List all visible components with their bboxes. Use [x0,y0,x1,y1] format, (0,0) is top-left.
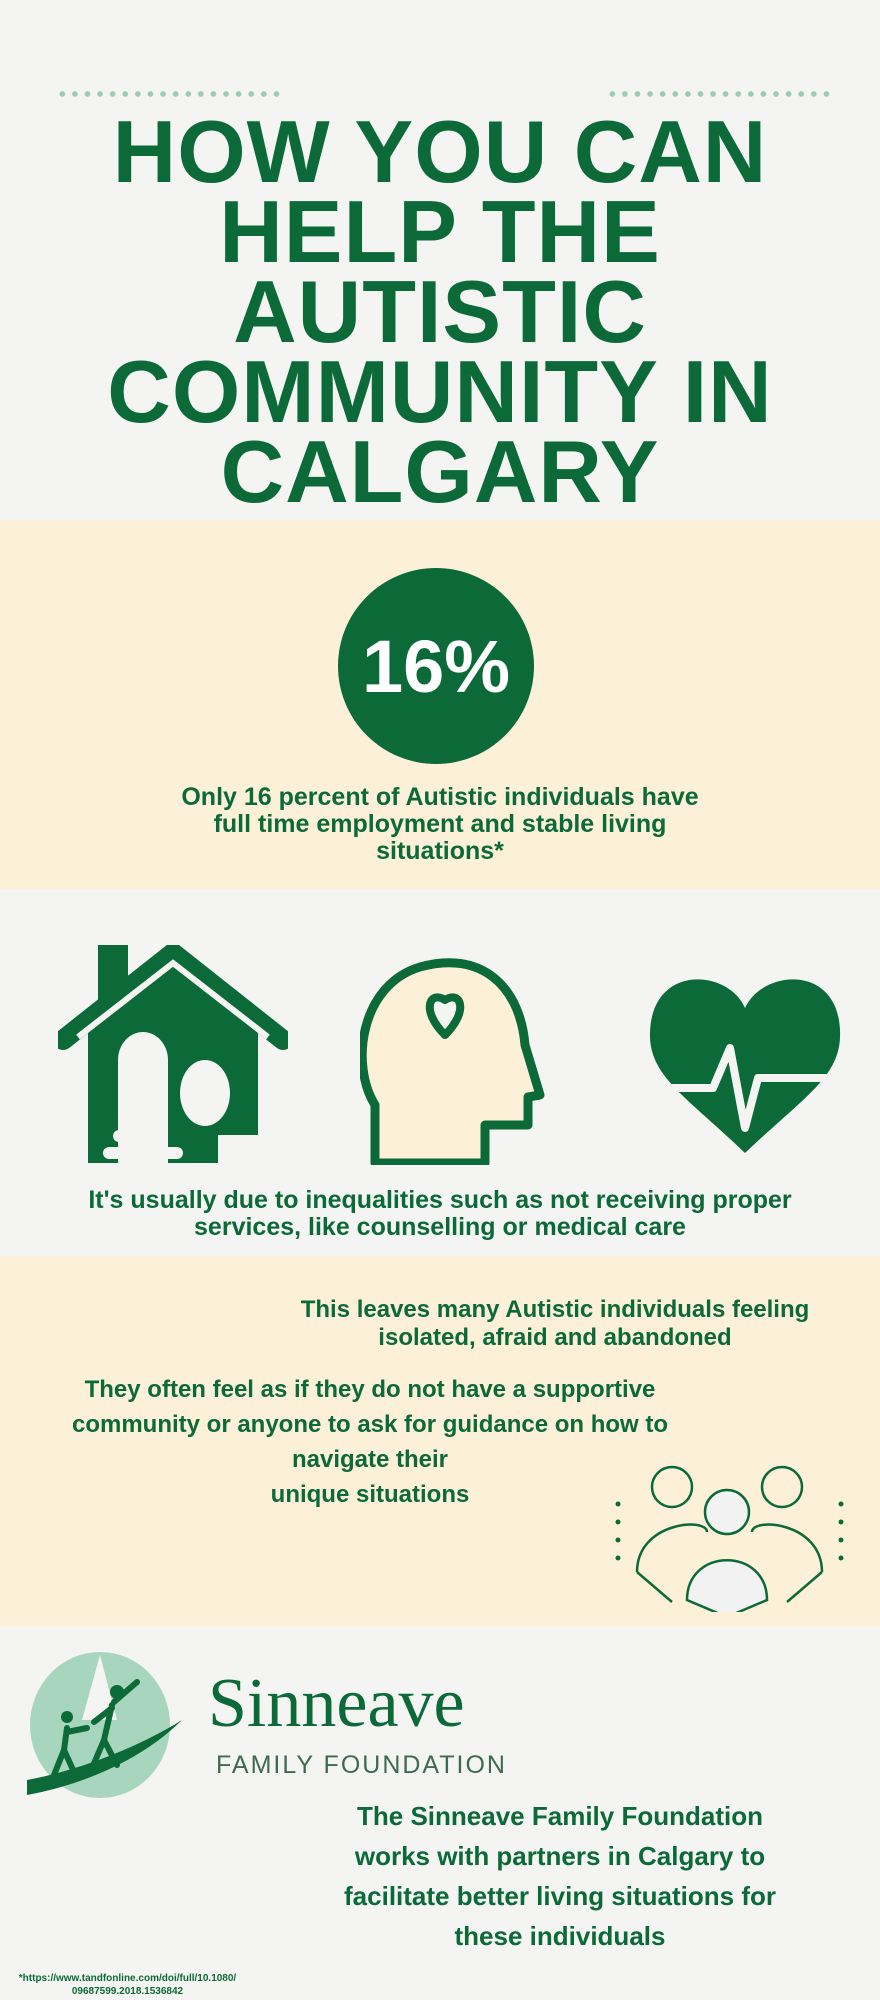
foundation-description: The Sinneave Family Foundation works wit… [290,1796,830,1956]
text-line: works with partners in Calgary to [354,1841,766,1871]
text-line: This leaves many Autistic individuals fe… [300,1296,810,1323]
text-line: The Sinneave Family Foundation [357,1801,763,1831]
decorative-dots-right [606,91,836,97]
stat-caption: Only 16 percent of Autistic individuals … [60,784,820,865]
caption-line: situations* [376,837,504,865]
guidance-text: They often feel as if they do not have a… [30,1372,710,1512]
stat-value: 16% [361,624,511,708]
logo-name: Sinneave [208,1665,465,1742]
logo-subtitle: FAMILY FOUNDATION [216,1751,507,1779]
caption-line: full time employment and stable living [213,810,667,838]
citation-link[interactable]: *https://www.tandfonline.com/doi/full/10… [0,1972,255,1998]
title-line: COMMUNITY IN [107,342,773,441]
text-line: isolated, afraid and abandoned [378,1324,732,1351]
title-line: CALGARY [220,422,660,521]
heartbeat-icon [648,979,843,1153]
title-line: HOW YOU CAN [112,102,768,201]
head-heart-icon [360,958,545,1165]
text-line: community or anyone to ask for guidance … [71,1411,669,1438]
caption-line: It's usually due to inequalities such as… [88,1186,792,1214]
title-line: HELP THE [219,182,661,281]
isolation-text: This leaves many Autistic individuals fe… [260,1296,850,1352]
text-line: They often feel as if they do not have a… [84,1376,656,1403]
stat-circle: 16% [338,568,534,764]
text-line: navigate their [291,1446,449,1473]
caption-line: Only 16 percent of Autistic individuals … [181,783,699,811]
text-line: these individuals [454,1921,666,1951]
citation-line: 09687599.2018.1536842 [71,1986,184,1997]
citation-line: *https://www.tandfonline.com/doi/full/10… [18,1973,237,1984]
title-line: AUTISTIC [233,262,647,361]
text-line: unique situations [270,1481,470,1508]
decorative-dots-left [56,91,286,97]
icons-caption: It's usually due to inequalities such as… [40,1187,840,1241]
sinneave-logo-icon [27,1652,182,1798]
text-line: facilitate better living situations for [344,1881,776,1911]
house-icon [58,945,288,1165]
page-title: HOW YOU CAN HELP THE AUTISTIC COMMUNITY … [0,102,880,521]
community-people-icon [615,1465,844,1612]
caption-line: services, like counselling or medical ca… [194,1213,686,1241]
